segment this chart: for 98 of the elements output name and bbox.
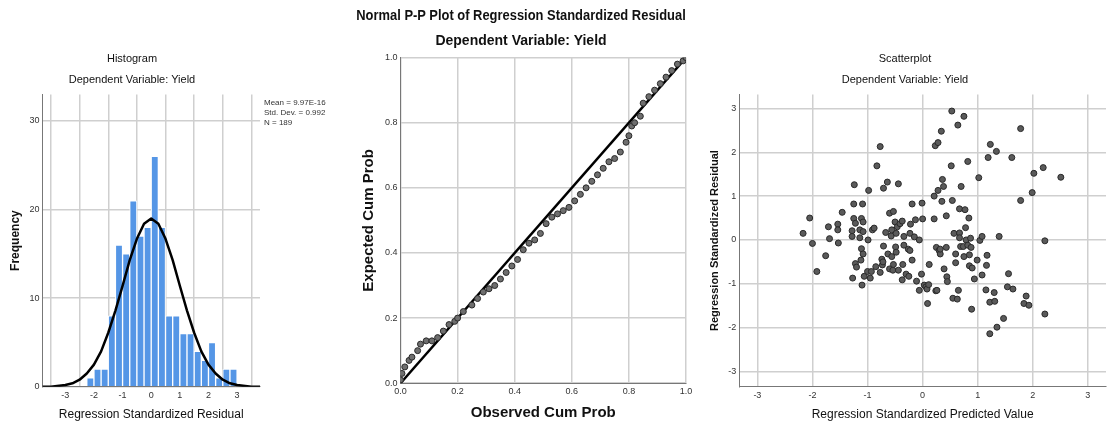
y-tick-label: 10: [29, 292, 40, 303]
point: [656, 80, 664, 88]
y-tick-label: -1: [728, 278, 737, 289]
x-tick-label: -1: [118, 389, 127, 400]
x-tick-label: 0.6: [565, 386, 579, 397]
chart-title: Histogram: [106, 51, 158, 64]
point: [502, 269, 510, 276]
y-tick-label: 2: [731, 146, 737, 157]
chart-title: Normal P-P Plot of Regression Standardized Residual: [356, 7, 686, 24]
point: [565, 203, 573, 211]
text: Std. Dev. = 0.992: [264, 107, 326, 117]
x-axis-title: Regression Standardized Residual: [58, 407, 244, 422]
point: [536, 229, 544, 237]
y-tick-label: 0.2: [385, 312, 398, 323]
x-axis-title: Observed Cum Prob: [470, 403, 616, 421]
x-tick-label: 1: [177, 389, 183, 400]
point: [531, 236, 539, 244]
point: [639, 99, 647, 107]
point: [594, 171, 601, 179]
y-axis-title: Expected Cum Prob: [359, 149, 377, 292]
text: Mean = 9.97E-16: [264, 97, 327, 107]
y-tick-label: 30: [29, 115, 40, 126]
point: [605, 158, 613, 166]
text: N = 189: [264, 117, 293, 127]
x-tick-label: 3: [1085, 389, 1091, 400]
y-tick-label: 0.0: [385, 377, 398, 388]
x-tick-label: 0.2: [451, 386, 464, 397]
x-axis-title: Regression Standardized Predicted Value: [811, 407, 1034, 422]
point: [439, 327, 447, 335]
point: [459, 308, 467, 316]
point: [651, 86, 659, 94]
point: [514, 255, 522, 263]
x-tick-label: -3: [753, 389, 762, 400]
point: [611, 155, 619, 163]
point: [576, 190, 584, 198]
y-axis-title: Regression Standardized Residual: [707, 150, 720, 332]
y-tick-label: 1.0: [385, 52, 398, 63]
point: [668, 67, 676, 75]
point: [571, 197, 579, 205]
point: [616, 148, 624, 156]
y-axis-title: Frequency: [7, 209, 22, 271]
point: [673, 60, 681, 68]
point: [401, 363, 409, 371]
x-tick-label: 0.8: [622, 386, 636, 397]
point: [485, 285, 493, 293]
point: [662, 73, 670, 81]
point: [400, 369, 406, 377]
point: [417, 340, 424, 348]
x-tick-label: 0.4: [508, 386, 521, 397]
x-tick-label: -2: [89, 389, 98, 400]
chart-subtitle: Dependent Variable: Yield: [68, 72, 196, 85]
chart-subtitle: Dependent Variable: Yield: [435, 32, 607, 49]
point: [428, 337, 436, 345]
x-tick-label: -3: [61, 389, 70, 400]
point: [582, 184, 590, 192]
point: [491, 282, 499, 290]
x-tick-label: 2: [205, 389, 211, 400]
point: [645, 93, 653, 101]
x-tick-label: 0: [148, 389, 154, 400]
y-tick-label: 0.4: [385, 247, 398, 258]
chart-title: Scatterplot: [878, 51, 932, 64]
y-tick-label: 0.6: [385, 182, 398, 193]
x-tick-label: 1: [975, 389, 981, 400]
point: [525, 239, 533, 247]
point: [422, 337, 430, 345]
point: [559, 207, 567, 215]
y-tick-label: 3: [731, 102, 737, 113]
point: [554, 210, 562, 218]
x-tick-label: 2: [1030, 389, 1036, 400]
point: [599, 164, 607, 172]
point: [479, 288, 487, 296]
point: [468, 301, 476, 309]
point: [434, 334, 442, 342]
x-tick-label: 0: [920, 389, 926, 400]
y-tick-label: -3: [728, 365, 737, 376]
chart-subtitle: Dependent Variable: Yield: [841, 72, 969, 85]
x-tick-label: 0.0: [394, 386, 407, 397]
point: [519, 246, 527, 254]
x-tick-label: -1: [863, 389, 872, 400]
x-tick-label: -2: [808, 389, 817, 400]
point: [474, 295, 482, 303]
point: [625, 132, 633, 140]
y-tick-label: 0.8: [385, 117, 398, 128]
x-tick-label: 3: [234, 389, 240, 400]
y-tick-label: -2: [728, 322, 737, 333]
point: [542, 220, 550, 228]
point: [445, 321, 453, 329]
point: [496, 275, 504, 283]
point: [414, 347, 422, 355]
point: [548, 213, 556, 221]
x-tick-label: 1.0: [679, 386, 693, 397]
point: [636, 112, 644, 120]
y-tick-label: 0: [731, 234, 737, 245]
point: [588, 177, 596, 185]
point: [508, 262, 516, 270]
y-tick-label: 1: [731, 190, 737, 201]
point: [622, 138, 630, 146]
y-tick-label: 20: [29, 204, 40, 215]
